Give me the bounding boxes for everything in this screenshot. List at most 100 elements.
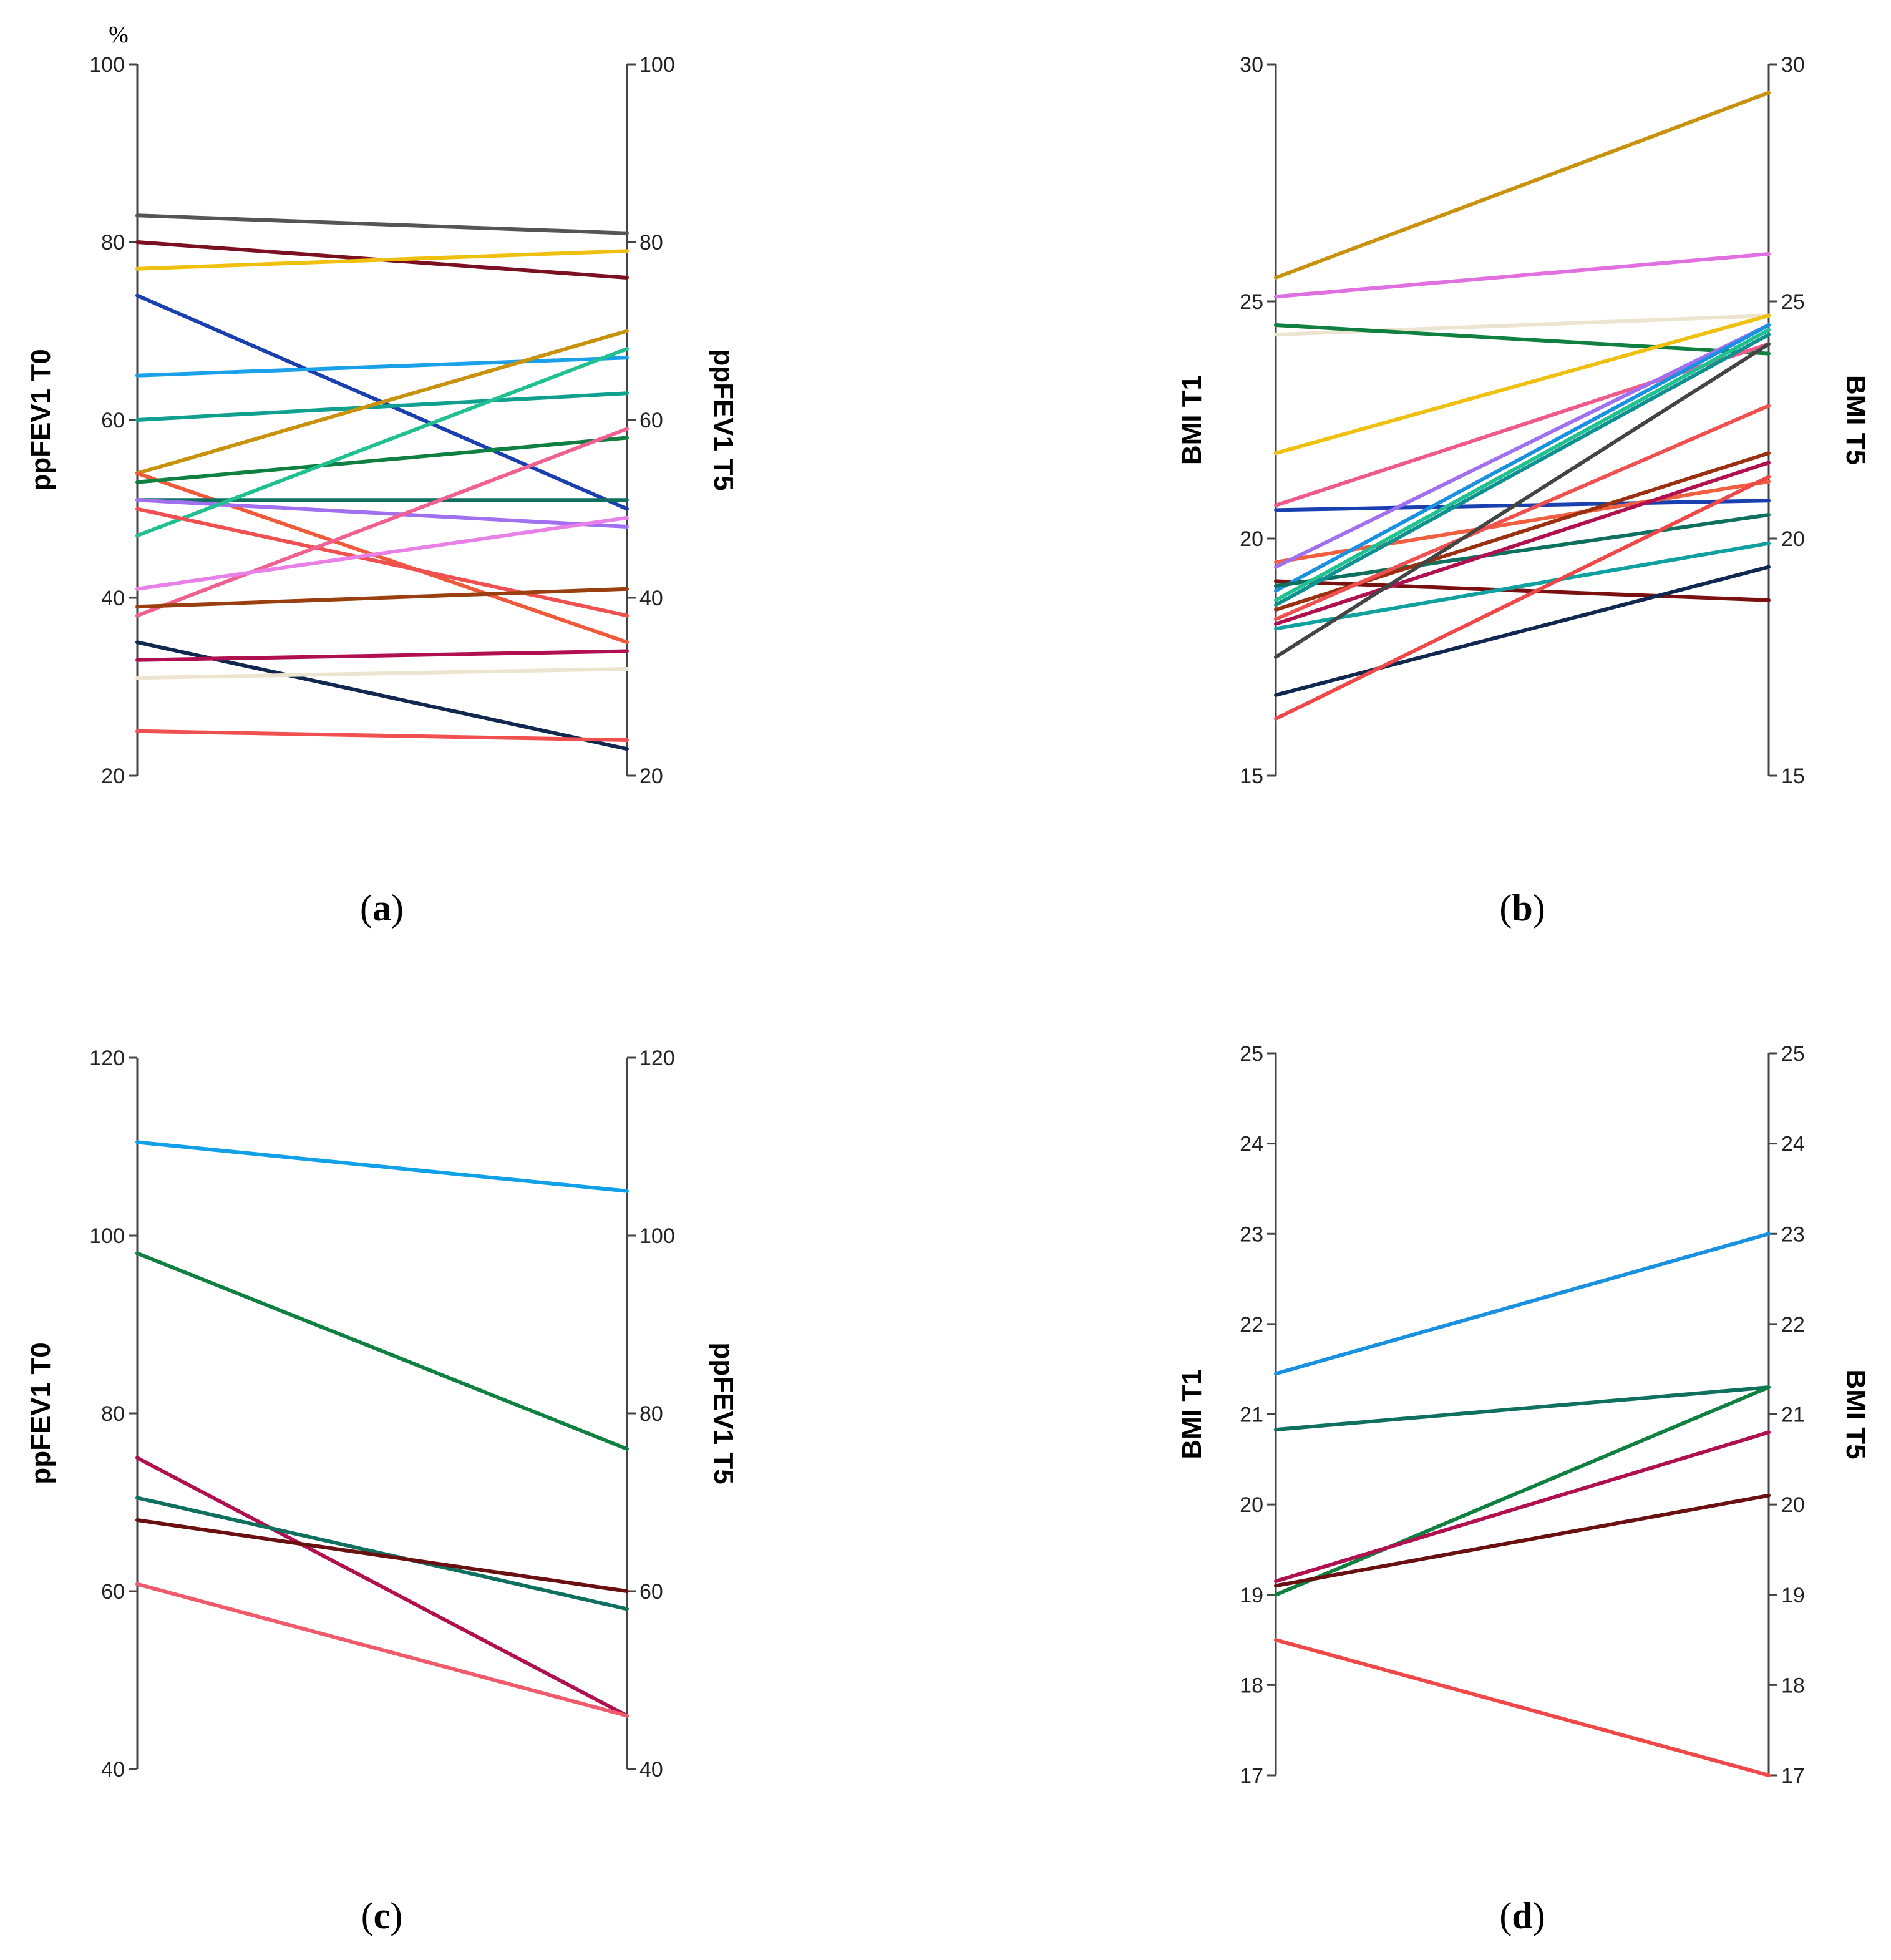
- series-line: [1274, 479, 1771, 564]
- right-axis-title: ppFEV1 T5: [708, 1342, 739, 1484]
- series-line: [1274, 323, 1771, 356]
- right-tick-label: 120: [639, 1046, 675, 1070]
- panel-d: 17 17 18 18 19 19 20 20 21 21 22 22 23 23 24 24 25 25 BMI …: [1177, 1042, 1871, 1936]
- series-line: [135, 249, 629, 271]
- left-tick-label: 30: [1240, 53, 1263, 77]
- right-tick-label: 30: [1781, 53, 1805, 77]
- series-line: [135, 427, 629, 618]
- series-line: [1274, 323, 1771, 569]
- right-axis-title: BMI T5: [1840, 375, 1871, 465]
- series-line: [1274, 1638, 1771, 1777]
- left-axis-title: ppFEV1 T0: [26, 1342, 56, 1484]
- panel-label-letter: a: [372, 887, 391, 929]
- series-line: [135, 436, 629, 484]
- left-tick-label: 40: [101, 1758, 125, 1782]
- left-axis-title: ppFEV1 T0: [26, 349, 56, 490]
- left-tick-label: 15: [1240, 764, 1263, 788]
- panel-label: (d): [1499, 1895, 1545, 1936]
- right-tick-label: 21: [1781, 1403, 1805, 1427]
- right-tick-label: 80: [639, 1402, 663, 1426]
- series-line: [135, 667, 629, 680]
- left-tick-label: 20: [1240, 1493, 1263, 1517]
- panel-a: 20 20 40 40 60 60 80 80 100 100 ppFEV1 T0 ppFEV1 T5…: [26, 22, 739, 929]
- left-axis-title: BMI T1: [1177, 375, 1207, 465]
- series-line: [1274, 404, 1771, 622]
- left-tick-label: 18: [1240, 1674, 1263, 1697]
- right-tick-label: 17: [1781, 1764, 1805, 1788]
- series-line: [1274, 1493, 1771, 1588]
- right-tick-label: 20: [1781, 1493, 1805, 1517]
- right-tick-label: 23: [1781, 1222, 1805, 1246]
- series-line: [1274, 252, 1771, 299]
- series-line: [1274, 313, 1771, 456]
- series-line: [135, 213, 629, 235]
- panel-label: (a): [360, 887, 404, 929]
- series-line: [135, 329, 629, 475]
- right-axis-title: BMI T5: [1840, 1369, 1871, 1459]
- series-line: [1274, 541, 1771, 631]
- left-tick-label: 40: [101, 587, 125, 610]
- right-tick-label: 20: [639, 764, 663, 788]
- panel-b: 15 15 20 20 25 25 30 30 BMI T1 BMI T5 (b): [1177, 53, 1871, 929]
- series-line: [1274, 90, 1771, 280]
- right-tick-label: 24: [1781, 1133, 1805, 1156]
- series-line: [135, 587, 629, 609]
- series-line: [1274, 499, 1771, 512]
- series-line: [135, 1456, 629, 1718]
- panel-label-letter: b: [1512, 887, 1532, 929]
- left-tick-label: 60: [101, 409, 125, 432]
- right-tick-label: 25: [1781, 290, 1805, 314]
- series-line: [1274, 1232, 1771, 1376]
- series-line: [135, 347, 629, 538]
- series-line: [135, 515, 629, 591]
- series-line: [1274, 1430, 1771, 1584]
- right-tick-label: 60: [639, 409, 663, 432]
- panel-label-letter: d: [1512, 1895, 1532, 1936]
- right-tick-label: 100: [639, 53, 675, 77]
- right-tick-label: 100: [639, 1224, 675, 1248]
- left-tick-label: 25: [1240, 1042, 1263, 1066]
- right-tick-label: 40: [639, 587, 663, 610]
- right-tick-label: 25: [1781, 1042, 1805, 1066]
- right-axis-title: ppFEV1 T5: [708, 349, 739, 490]
- right-tick-label: 40: [639, 1758, 663, 1782]
- panel-label: (b): [1499, 887, 1545, 929]
- left-tick-label: 24: [1240, 1133, 1263, 1156]
- series-line: [1274, 1385, 1771, 1432]
- left-tick-label: 120: [89, 1046, 125, 1070]
- series-line: [135, 1518, 629, 1593]
- panel-label-letter: c: [374, 1895, 391, 1936]
- series-line: [1274, 475, 1771, 721]
- left-tick-label: 25: [1240, 290, 1263, 314]
- left-tick-label: 100: [89, 53, 125, 77]
- series-line: [1274, 342, 1771, 659]
- series-line: [1274, 1385, 1771, 1597]
- series-line: [1274, 565, 1771, 697]
- right-tick-label: 18: [1781, 1674, 1805, 1697]
- right-tick-label: 19: [1781, 1584, 1805, 1607]
- left-tick-label: 21: [1240, 1403, 1263, 1427]
- right-tick-label: 15: [1781, 764, 1805, 788]
- left-tick-label: 60: [101, 1580, 125, 1604]
- left-tick-label: 80: [101, 231, 125, 255]
- series-line: [1274, 323, 1771, 593]
- left-tick-label: 20: [1240, 527, 1263, 551]
- left-axis-title: BMI T1: [1177, 1369, 1207, 1459]
- series-line: [1274, 513, 1771, 588]
- right-tick-label: 20: [1781, 527, 1805, 551]
- left-tick-label: 19: [1240, 1584, 1263, 1607]
- left-tick-label: 80: [101, 1402, 125, 1426]
- series-line: [135, 729, 629, 742]
- right-tick-label: 80: [639, 231, 663, 255]
- right-tick-label: 22: [1781, 1313, 1805, 1337]
- left-tick-label: 23: [1240, 1222, 1263, 1246]
- left-tick-label: 22: [1240, 1313, 1263, 1337]
- series-line: [135, 507, 629, 618]
- left-tick-label: 20: [101, 764, 125, 788]
- series-line: [1274, 328, 1771, 602]
- unit-label: %: [109, 22, 129, 48]
- panel-label: (c): [361, 1895, 403, 1936]
- panel-c: 40 40 60 60 80 80 100 100 120 120 ppFEV1 T0 ppFEV1 …: [26, 1046, 739, 1936]
- series-line: [135, 1582, 629, 1718]
